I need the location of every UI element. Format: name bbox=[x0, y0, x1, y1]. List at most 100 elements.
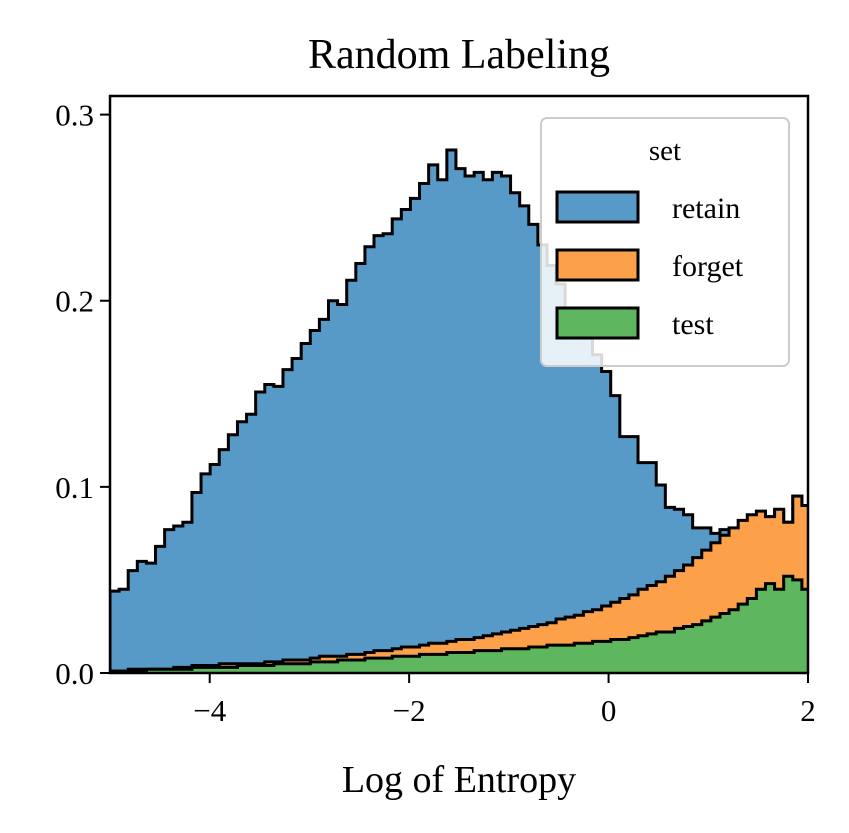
bar-test bbox=[346, 659, 357, 673]
bar-retain bbox=[610, 395, 621, 673]
bar-retain bbox=[556, 283, 566, 673]
bar-test bbox=[710, 617, 721, 673]
bar-forget bbox=[683, 565, 694, 673]
bar-test bbox=[392, 656, 402, 673]
bar-test bbox=[337, 659, 348, 673]
bar-forget bbox=[656, 581, 666, 673]
bar-test bbox=[811, 597, 821, 673]
step-outline-forget bbox=[110, 494, 808, 673]
legend: set retain forget test bbox=[540, 117, 790, 367]
bar-test bbox=[692, 624, 703, 673]
bar-test bbox=[282, 663, 293, 673]
bar-retain bbox=[656, 485, 666, 673]
bar-test bbox=[647, 633, 657, 673]
plot-frame bbox=[108, 94, 810, 675]
bar-retain bbox=[565, 308, 575, 673]
bar-retain bbox=[210, 464, 220, 673]
bar-retain bbox=[319, 319, 330, 673]
bar-retain bbox=[383, 233, 393, 673]
x-tick-label: −4 bbox=[193, 693, 226, 728]
bar-forget bbox=[674, 570, 685, 673]
bar-retain bbox=[638, 462, 648, 673]
bar-retain bbox=[501, 176, 512, 673]
bar-retain bbox=[474, 172, 484, 673]
bar-retain bbox=[301, 343, 311, 673]
bar-test bbox=[556, 645, 566, 673]
bar-test bbox=[474, 650, 484, 673]
bar-retain bbox=[155, 546, 166, 673]
bar-test bbox=[483, 650, 493, 673]
bar-retain bbox=[182, 522, 193, 673]
bar-retain bbox=[546, 265, 557, 673]
step-outline-test bbox=[110, 574, 808, 673]
bar-forget bbox=[610, 602, 621, 673]
bar-test bbox=[437, 654, 448, 673]
bar-retain bbox=[455, 168, 466, 673]
bar-test bbox=[638, 635, 648, 673]
bar-test bbox=[228, 667, 239, 673]
bar-retain bbox=[219, 449, 229, 673]
bar-retain bbox=[228, 434, 239, 673]
bar-forget bbox=[729, 527, 739, 673]
bar-test bbox=[173, 669, 184, 673]
bar-retain bbox=[419, 183, 430, 673]
y-tick-label: 0.2 bbox=[55, 284, 94, 319]
bar-retain bbox=[310, 330, 320, 673]
bar-retain bbox=[510, 192, 521, 673]
x-tick-label: 0 bbox=[601, 693, 617, 728]
bar-retain bbox=[364, 246, 375, 673]
bar-forget bbox=[738, 520, 748, 673]
bar-test bbox=[574, 643, 585, 673]
bar-test bbox=[237, 665, 248, 673]
bar-test bbox=[801, 589, 808, 673]
bar-retain bbox=[137, 561, 148, 673]
bar-test bbox=[273, 663, 284, 673]
bar-test bbox=[738, 604, 748, 673]
bar-test bbox=[201, 667, 211, 673]
bar-test bbox=[838, 651, 848, 673]
bar-retain bbox=[619, 436, 630, 673]
bar-retain bbox=[201, 473, 211, 673]
axes: −4 −2 0 2 0.0 0.1 0.2 0.3 bbox=[55, 94, 816, 728]
bar-retain bbox=[255, 391, 266, 673]
bar-forget bbox=[638, 589, 648, 673]
bar-retain bbox=[173, 525, 184, 673]
bar-retain bbox=[146, 563, 157, 673]
bar-test bbox=[319, 661, 330, 673]
legend-item-test: test bbox=[555, 306, 714, 341]
bar-retain bbox=[264, 384, 275, 673]
bar-forget bbox=[665, 576, 676, 673]
bar-test bbox=[210, 667, 220, 673]
legend-label: forget bbox=[672, 250, 744, 283]
bar-forget bbox=[719, 535, 730, 673]
bar-retain bbox=[392, 218, 402, 673]
bar-retain bbox=[537, 244, 548, 673]
bar-forget bbox=[811, 491, 821, 673]
legend-swatch bbox=[555, 190, 640, 224]
bar-test bbox=[246, 665, 257, 673]
bar-test bbox=[619, 639, 630, 673]
bar-retain bbox=[292, 358, 302, 673]
bar-test bbox=[419, 654, 430, 673]
bar-test bbox=[501, 648, 512, 673]
bar-retain bbox=[128, 570, 138, 673]
bar-test bbox=[674, 628, 685, 673]
legend-title: set bbox=[649, 135, 681, 167]
bar-test bbox=[292, 663, 302, 673]
bar-retain bbox=[601, 371, 612, 673]
legend-frame bbox=[540, 117, 790, 367]
bar-forget bbox=[628, 594, 639, 673]
bar-retain bbox=[346, 280, 357, 673]
bar-test bbox=[155, 669, 166, 673]
legend-swatch bbox=[555, 248, 640, 282]
legend-item-forget: forget bbox=[555, 248, 744, 283]
bar-forget bbox=[820, 500, 830, 673]
bar-retain bbox=[492, 172, 503, 673]
bar-test bbox=[756, 589, 767, 673]
bar-retain bbox=[446, 149, 457, 673]
bar-test bbox=[182, 669, 193, 673]
bar-test bbox=[401, 656, 412, 673]
bar-retain bbox=[628, 436, 639, 673]
bar-test bbox=[528, 646, 539, 673]
